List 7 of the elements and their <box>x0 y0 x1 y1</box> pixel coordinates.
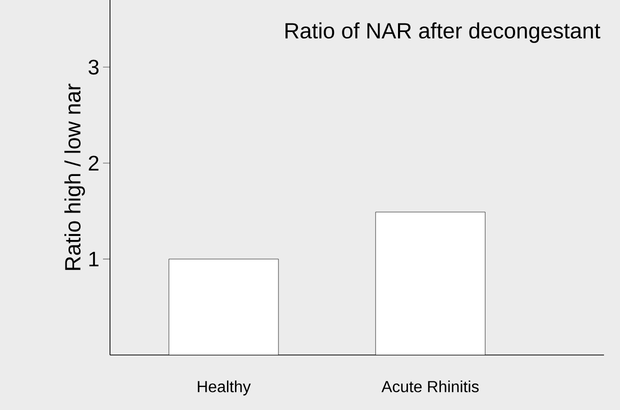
y-tick-label: 1 <box>89 252 98 266</box>
x-tick-label: Healthy <box>198 380 251 396</box>
y-tick-label: 2 <box>88 156 98 170</box>
text: Ratio of NAR after decongestant <box>286 22 600 43</box>
y-axis-title: Ratio high / low nar <box>64 84 85 270</box>
y-tick-label: 3 <box>88 60 99 75</box>
x-tick-label: Acute Rhinitis <box>382 380 479 392</box>
